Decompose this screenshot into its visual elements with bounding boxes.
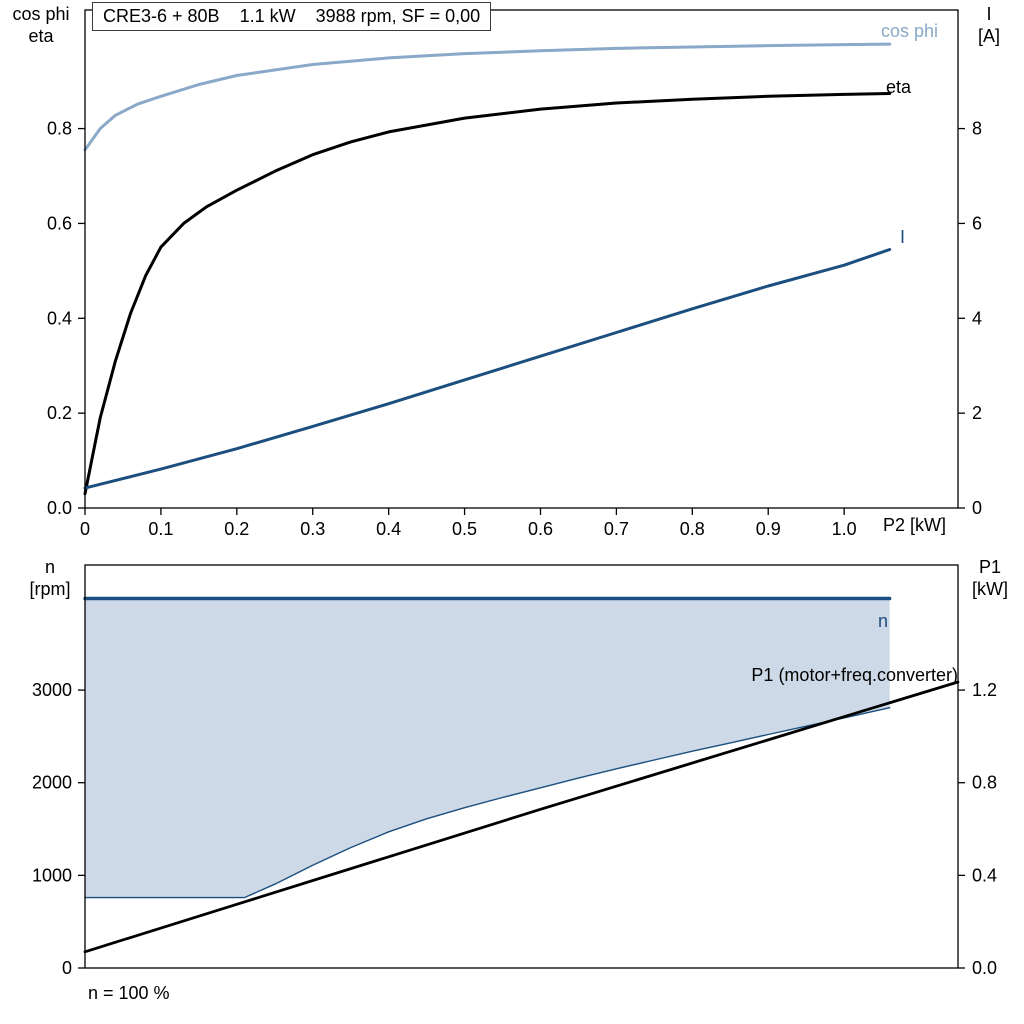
axis-title-speed-symbol: n [44, 557, 55, 577]
axis-title-p1-unit: [kW] [972, 579, 1008, 599]
curve-label-current: I [900, 227, 906, 247]
series-min-speed-boundary [84, 707, 891, 899]
series-p1-motor-freq-converter- [83, 680, 960, 954]
tick-label: 6 [972, 213, 982, 233]
series-i [83, 248, 892, 490]
axis-title-cosphi-eta: cos phi eta [2, 3, 80, 47]
tick-label: 3000 [32, 680, 72, 700]
speed-range-area [85, 598, 890, 898]
tick-label: 8 [972, 119, 982, 139]
curve-label-cosphi: cos phi [880, 21, 938, 41]
axis-title-current: I [A] [960, 3, 1018, 47]
title-model: CRE3-6 + 80B [103, 6, 220, 26]
x-axis-title: P2 [kW] [883, 515, 947, 535]
tick-label: 0.3 [300, 519, 325, 539]
axis-title-p1: P1 [kW] [960, 556, 1020, 600]
curve-label-n: n [878, 611, 889, 631]
tick-label: 1000 [32, 865, 72, 885]
axis-title-speed: n [rpm] [14, 556, 86, 600]
axis-title-speed-unit: [rpm] [29, 579, 71, 599]
axis-title-current-unit: [A] [977, 26, 1000, 46]
axis-title-eta: eta [28, 26, 54, 46]
tick-label: 1.2 [972, 680, 997, 700]
tick-label: 0.5 [452, 519, 477, 539]
axis-title-p1-symbol: P1 [978, 557, 1002, 577]
tick-label: 0.6 [47, 213, 72, 233]
tick-label: 0 [80, 519, 90, 539]
tick-label: 0.1 [148, 519, 173, 539]
tick-label: 0.2 [47, 403, 72, 423]
axis-title-current-symbol: I [986, 4, 992, 24]
tick-label: 2000 [32, 773, 72, 793]
footnote-n-100: n = 100 % [88, 983, 170, 1003]
series-eta [83, 92, 892, 496]
axis-title-cosphi: cos phi [12, 4, 70, 24]
series-cos-phi [83, 42, 892, 152]
tick-label: 0.7 [604, 519, 629, 539]
curve-label-eta: eta [886, 77, 912, 97]
tick-label: 0.0 [47, 498, 72, 518]
title-speed-sf: 3988 rpm, SF = 0,00 [315, 6, 481, 26]
plot-border [84, 564, 959, 969]
title-power: 1.1 kW [239, 6, 296, 26]
tick-label: 0.4 [47, 308, 72, 328]
tick-label: 0.9 [756, 519, 781, 539]
tick-label: 0.8 [680, 519, 705, 539]
plot-border [84, 9, 959, 509]
tick-label: 0 [972, 498, 982, 518]
tick-label: 0.0 [972, 958, 997, 978]
tick-label: 1.0 [832, 519, 857, 539]
tick-label: 0.2 [224, 519, 249, 539]
curve-label-p1: P1 (motor+freq.converter) [751, 665, 958, 685]
tick-label: 0.6 [528, 519, 553, 539]
tick-label: 0.8 [972, 773, 997, 793]
tick-label: 0.4 [972, 865, 997, 885]
title-box: CRE3-6 + 80B 1.1 kW 3988 rpm, SF = 0,00 [92, 2, 492, 31]
tick-label: 0 [62, 958, 72, 978]
tick-label: 4 [972, 308, 982, 328]
tick-label: 2 [972, 403, 982, 423]
tick-label: 0.8 [47, 119, 72, 139]
tick-label: 0.4 [376, 519, 401, 539]
